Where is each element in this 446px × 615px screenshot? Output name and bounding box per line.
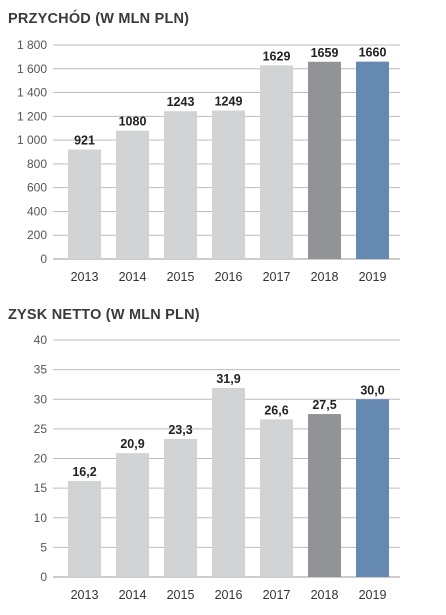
profit-data-label-2017: 26,6 xyxy=(264,403,288,417)
profit-y-tick-label: 5 xyxy=(40,540,47,554)
revenue-bar-2018 xyxy=(308,61,341,259)
revenue-bar-2019 xyxy=(356,61,389,260)
revenue-bar-2017 xyxy=(260,65,293,259)
revenue-y-tick-label: 200 xyxy=(27,228,47,242)
profit-y-tick-label: 15 xyxy=(34,481,48,495)
revenue-data-label-2015: 1243 xyxy=(167,95,195,109)
profit-data-label-2019: 30,0 xyxy=(360,383,384,397)
profit-bar-2018 xyxy=(308,414,341,577)
revenue-data-label-2014: 1080 xyxy=(119,115,147,129)
revenue-category-label-2016: 2016 xyxy=(215,270,243,284)
profit-category-label-2019: 2019 xyxy=(359,588,387,602)
revenue-bar-2015 xyxy=(164,111,197,260)
profit-category-label-2016: 2016 xyxy=(215,588,243,602)
revenue-chart-title: PRZYCHÓD (W MLN PLN) xyxy=(8,11,190,27)
revenue-y-tick-label: 0 xyxy=(40,252,47,266)
revenue-data-label-2016: 1249 xyxy=(215,95,243,109)
profit-y-tick-label: 40 xyxy=(34,333,48,347)
revenue-bar-2013 xyxy=(68,149,101,259)
profit-bar-2013 xyxy=(68,481,101,577)
revenue-bar-2014 xyxy=(116,130,149,259)
revenue-data-label-2019: 1660 xyxy=(359,46,387,60)
revenue-y-tick-label: 1 800 xyxy=(17,38,47,52)
net-profit-chart-title: ZYSK NETTO (W MLN PLN) xyxy=(8,307,200,323)
revenue-category-label-2015: 2015 xyxy=(167,270,195,284)
profit-y-tick-label: 30 xyxy=(34,392,48,406)
profit-y-tick-label: 35 xyxy=(34,363,48,377)
revenue-y-tick-label: 1 400 xyxy=(17,86,47,100)
revenue-data-label-2018: 1659 xyxy=(311,46,339,60)
revenue-y-tick-label: 600 xyxy=(27,181,47,195)
profit-category-label-2018: 2018 xyxy=(311,588,339,602)
profit-bar-2017 xyxy=(260,419,293,577)
revenue-y-tick-label: 1 600 xyxy=(17,62,47,76)
profit-y-tick-label: 10 xyxy=(34,511,48,525)
profit-y-tick-label: 20 xyxy=(34,452,48,466)
profit-bar-2014 xyxy=(116,453,149,577)
profit-data-label-2016: 31,9 xyxy=(216,372,240,386)
profit-data-label-2015: 23,3 xyxy=(168,423,192,437)
revenue-category-label-2017: 2017 xyxy=(263,270,291,284)
profit-data-label-2013: 16,2 xyxy=(72,465,96,479)
profit-bar-2016 xyxy=(212,387,245,577)
revenue-data-label-2017: 1629 xyxy=(263,49,291,63)
revenue-chart: 0 200 400 600 800 1 000 1 200 1 400 1 600 1 800 92… xyxy=(17,38,400,284)
revenue-category-label-2018: 2018 xyxy=(311,270,339,284)
profit-bar-2015 xyxy=(164,438,197,577)
revenue-data-label-2013: 921 xyxy=(74,134,95,148)
profit-y-tick-label: 0 xyxy=(40,570,47,584)
revenue-category-label-2019: 2019 xyxy=(359,270,387,284)
revenue-y-tick-label: 800 xyxy=(27,157,47,171)
revenue-y-tick-label: 1 000 xyxy=(17,133,47,147)
revenue-category-label-2013: 2013 xyxy=(71,270,99,284)
profit-data-label-2018: 27,5 xyxy=(312,398,336,412)
profit-y-tick-label: 25 xyxy=(34,422,48,436)
profit-category-label-2015: 2015 xyxy=(167,588,195,602)
revenue-category-label-2014: 2014 xyxy=(119,270,147,284)
profit-category-label-2017: 2017 xyxy=(263,588,291,602)
profit-bar-2019 xyxy=(356,399,389,577)
revenue-y-tick-label: 400 xyxy=(27,204,47,218)
profit-category-label-2013: 2013 xyxy=(71,588,99,602)
profit-data-label-2014: 20,9 xyxy=(120,437,144,451)
revenue-y-tick-label: 1 200 xyxy=(17,109,47,123)
revenue-bar-2016 xyxy=(212,110,245,259)
profit-category-label-2014: 2014 xyxy=(119,588,147,602)
